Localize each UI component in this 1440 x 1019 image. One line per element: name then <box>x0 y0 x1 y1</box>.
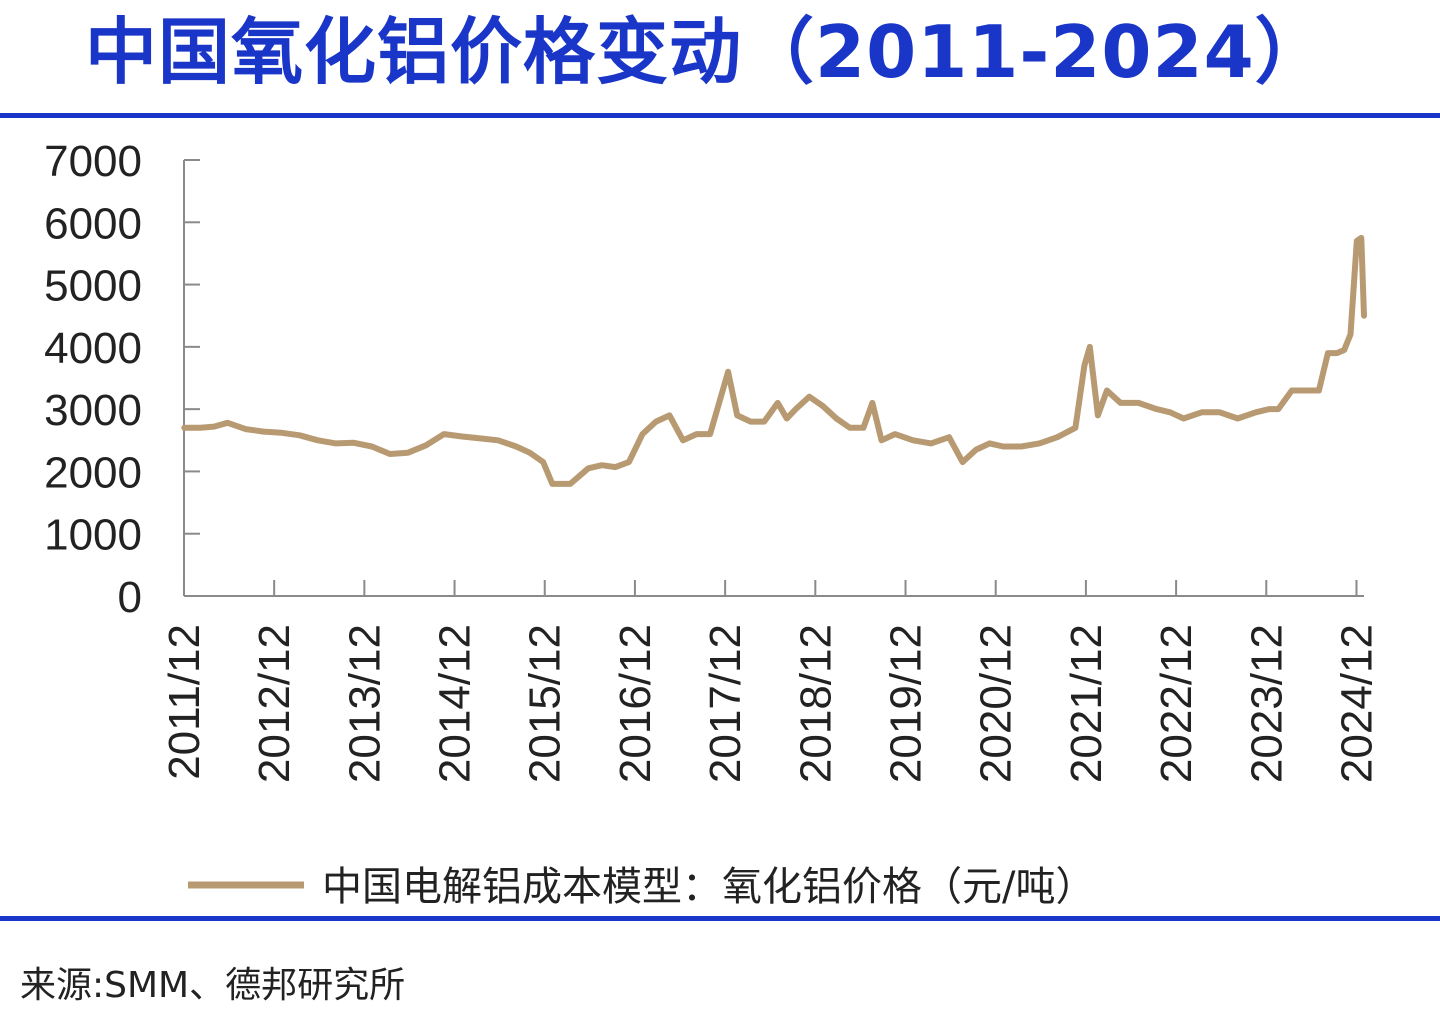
y-tick-label: 5000 <box>44 262 142 311</box>
y-tick-label: 4000 <box>44 324 142 373</box>
line-chart: 0 1000 2000 3000 4000 5000 6000 7000 2011/12 2012… <box>44 137 1381 910</box>
x-tick-label: 2018/12 <box>791 624 840 783</box>
chart-axes: 0 1000 2000 3000 4000 5000 6000 7000 2011/12 2012… <box>44 137 1381 783</box>
x-tick-label: 2014/12 <box>431 624 480 783</box>
y-tick-label: 1000 <box>44 511 142 560</box>
x-tick-label: 2022/12 <box>1152 624 1201 783</box>
x-tick-label: 2016/12 <box>611 624 660 783</box>
plot-area <box>181 234 1367 487</box>
x-tick-label: 2011/12 <box>160 624 209 780</box>
y-tick-label: 6000 <box>44 199 142 248</box>
legend-label: 中国电解铝成本模型：氧化铝价格（元/吨） <box>322 864 1095 910</box>
title-rule <box>0 113 1440 118</box>
x-tick-label: 2024/12 <box>1332 624 1381 783</box>
x-tick-label: 2012/12 <box>250 624 299 783</box>
chart-legend: 中国电解铝成本模型：氧化铝价格（元/吨） <box>188 864 1095 910</box>
x-tick-label: 2020/12 <box>972 624 1021 783</box>
footer-rule <box>0 916 1440 921</box>
x-tick-label: 2015/12 <box>521 624 570 783</box>
x-tick-label: 2019/12 <box>882 624 931 783</box>
x-tick-label: 2017/12 <box>701 624 750 783</box>
y-tick-label: 0 <box>118 573 142 622</box>
source-note: 来源:SMM、德邦研究所 <box>20 965 406 1006</box>
chart-title: 中国氧化铝价格变动（2011-2024） <box>85 10 1328 94</box>
x-tick-label: 2013/12 <box>340 624 389 783</box>
y-tick-label: 2000 <box>44 448 142 497</box>
y-tick-label: 3000 <box>44 386 142 435</box>
y-tick-label: 7000 <box>44 137 142 186</box>
series-line <box>181 234 1367 487</box>
x-tick-label: 2021/12 <box>1062 624 1111 783</box>
x-tick-label: 2023/12 <box>1242 624 1291 783</box>
